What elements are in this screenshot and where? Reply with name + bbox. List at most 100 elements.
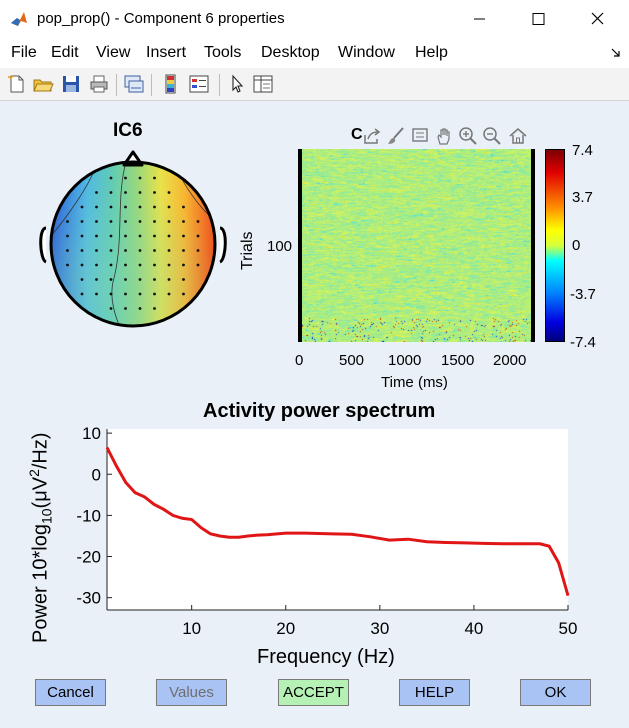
menu-file[interactable]: File bbox=[11, 44, 37, 61]
electrode-dot bbox=[196, 263, 200, 267]
colorbar-tick-min: -7.4 bbox=[570, 334, 596, 351]
minimize-icon bbox=[474, 18, 485, 20]
close-icon bbox=[591, 12, 604, 25]
electrode-dot bbox=[80, 263, 84, 267]
electrode-dot bbox=[138, 263, 142, 267]
electrode-dot bbox=[196, 220, 200, 223]
menu-tools[interactable]: Tools bbox=[204, 44, 242, 61]
electrode-dot bbox=[109, 249, 113, 252]
electrode-dot bbox=[95, 220, 98, 223]
electrode-dot bbox=[182, 234, 185, 238]
erp-right-bar bbox=[531, 149, 535, 342]
maximize-button[interactable] bbox=[508, 0, 568, 38]
window-title: pop_prop() - Component 6 properties bbox=[37, 10, 285, 27]
zoom-in-icon[interactable] bbox=[458, 126, 478, 146]
menu-view[interactable]: View bbox=[96, 44, 131, 61]
title-bar[interactable]: pop_prop() - Component 6 properties bbox=[0, 0, 629, 38]
menu-help[interactable]: Help bbox=[415, 44, 448, 61]
maximize-icon bbox=[532, 13, 545, 25]
electrode-dot bbox=[66, 263, 69, 267]
dock-arrow-icon[interactable] bbox=[610, 47, 622, 59]
pan-icon[interactable] bbox=[434, 126, 454, 146]
menu-edit[interactable]: Edit bbox=[51, 44, 79, 61]
spectrum-xtick-label: 30 bbox=[370, 619, 389, 638]
brush-icon[interactable] bbox=[386, 126, 406, 146]
spectrum-ylabel-sup: 2 bbox=[26, 469, 42, 477]
spectrum-xtick-label: 50 bbox=[559, 619, 578, 638]
spectrum-plot[interactable]: 10 20 30 40 50 10 0 -10 -20 -30 bbox=[0, 420, 629, 680]
erp-image-plot[interactable] bbox=[300, 149, 534, 342]
electrode-dot bbox=[109, 278, 113, 281]
electrode-dot bbox=[66, 249, 69, 252]
insert-legend-icon[interactable] bbox=[188, 73, 210, 95]
insert-colorbar-icon[interactable] bbox=[160, 73, 182, 95]
spectrum-ytick-label: -30 bbox=[76, 589, 101, 608]
toolbar-separator bbox=[219, 74, 220, 96]
electrode-dot bbox=[153, 191, 156, 194]
erp-image-title-partial: C bbox=[351, 126, 363, 143]
electrode-dot bbox=[66, 220, 69, 223]
topo-title: IC6 bbox=[113, 120, 143, 141]
edit-plot-arrow-icon[interactable] bbox=[226, 73, 248, 95]
new-figure-icon[interactable] bbox=[6, 73, 28, 95]
menu-window[interactable]: Window bbox=[338, 44, 395, 61]
spectrum-ytick-label: 0 bbox=[92, 465, 101, 484]
menu-insert[interactable]: Insert bbox=[146, 44, 187, 61]
erp-xtick-1: 500 bbox=[339, 352, 365, 369]
electrode-dot bbox=[124, 220, 127, 223]
spectrum-axes-bg bbox=[107, 429, 568, 610]
erp-ylabel: Trials bbox=[239, 231, 256, 270]
electrode-dot bbox=[167, 292, 171, 296]
export-icon[interactable] bbox=[362, 126, 382, 146]
electrode-dot bbox=[153, 234, 156, 238]
electrode-dot bbox=[109, 292, 113, 296]
electrode-dot bbox=[109, 234, 113, 238]
matlab-app-icon bbox=[9, 9, 29, 29]
restore-view-home-icon[interactable] bbox=[508, 126, 528, 146]
electrode-dot bbox=[138, 292, 142, 296]
toolbar-separator bbox=[151, 74, 152, 96]
electrode-dot bbox=[124, 278, 127, 281]
spectrum-line bbox=[105, 446, 570, 597]
electrode-dot bbox=[138, 205, 142, 209]
colorbar[interactable] bbox=[545, 149, 565, 342]
ok-button[interactable]: OK bbox=[520, 679, 591, 706]
figure-toolbar bbox=[0, 68, 629, 101]
colorbar-tick-upper: 3.7 bbox=[572, 189, 593, 206]
electrode-dot bbox=[138, 220, 142, 223]
electrode-dot bbox=[138, 278, 142, 281]
electrode-dot bbox=[138, 234, 142, 238]
values-button[interactable]: Values bbox=[156, 679, 227, 706]
cancel-button[interactable]: Cancel bbox=[35, 679, 106, 706]
toolbar-separator bbox=[116, 74, 117, 96]
electrode-dot bbox=[182, 220, 185, 223]
electrode-dot bbox=[167, 205, 171, 209]
spectrum-title: Activity power spectrum bbox=[203, 400, 436, 422]
menu-desktop[interactable]: Desktop bbox=[261, 44, 320, 61]
electrode-dot bbox=[80, 220, 84, 223]
axes-toolbar bbox=[358, 124, 536, 148]
data-tips-icon[interactable] bbox=[410, 126, 430, 146]
close-button[interactable] bbox=[568, 0, 628, 38]
zoom-out-icon[interactable] bbox=[482, 126, 502, 146]
electrode-dot bbox=[153, 278, 156, 281]
link-plot-icon[interactable] bbox=[123, 73, 145, 95]
electrode-dot bbox=[167, 278, 171, 281]
electrode-dot bbox=[124, 176, 127, 180]
minimize-button[interactable] bbox=[449, 0, 509, 38]
open-file-icon[interactable] bbox=[32, 73, 54, 95]
save-icon[interactable] bbox=[60, 73, 82, 95]
print-icon[interactable] bbox=[88, 73, 110, 95]
electrode-dot bbox=[138, 249, 142, 252]
colorbar-tick-zero: 0 bbox=[572, 237, 581, 254]
accept-button[interactable]: ACCEPT bbox=[278, 679, 349, 706]
electrode-dot bbox=[80, 234, 84, 238]
electrode-dot bbox=[80, 249, 84, 252]
property-inspector-icon[interactable] bbox=[252, 73, 274, 95]
electrode-dot bbox=[138, 176, 142, 180]
electrode-dot bbox=[138, 191, 142, 194]
electrode-dot bbox=[124, 292, 127, 296]
spectrum-ylabel-sub: 10 bbox=[38, 508, 55, 525]
electrode-dot bbox=[80, 292, 84, 296]
help-button[interactable]: HELP bbox=[399, 679, 470, 706]
